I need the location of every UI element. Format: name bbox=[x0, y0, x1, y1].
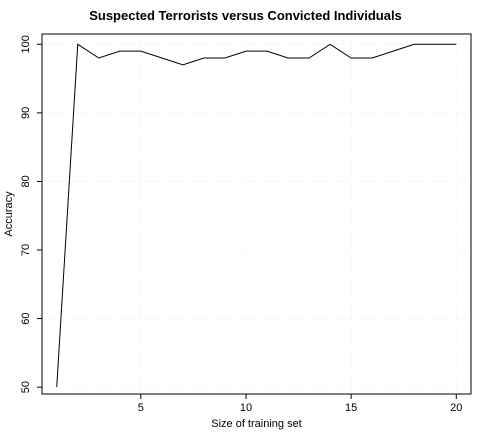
y-axis-label: Accuracy bbox=[3, 191, 15, 237]
x-tick-label: 10 bbox=[240, 402, 252, 414]
x-tick-label: 5 bbox=[138, 402, 144, 414]
grid-layer bbox=[42, 34, 471, 394]
y-tick-label: 100 bbox=[20, 35, 32, 53]
series-line bbox=[56, 43, 457, 388]
y-tick-label: 90 bbox=[20, 107, 32, 119]
ticks-layer bbox=[37, 43, 457, 399]
y-tick-label: 60 bbox=[20, 312, 32, 324]
y-tick-label: 70 bbox=[20, 244, 32, 256]
y-tick-label: 50 bbox=[20, 381, 32, 393]
x-tick-label: 20 bbox=[450, 402, 462, 414]
tick-labels-layer: 5 10 15 20 50 60 70 80 90 100 bbox=[20, 35, 462, 414]
x-tick-label: 15 bbox=[345, 402, 357, 414]
x-axis-label: Size of training set bbox=[211, 418, 302, 430]
y-tick-label: 80 bbox=[20, 175, 32, 187]
plot-frame bbox=[41, 33, 472, 395]
chart-title: Suspected Terrorists versus Convicted In… bbox=[89, 8, 402, 23]
